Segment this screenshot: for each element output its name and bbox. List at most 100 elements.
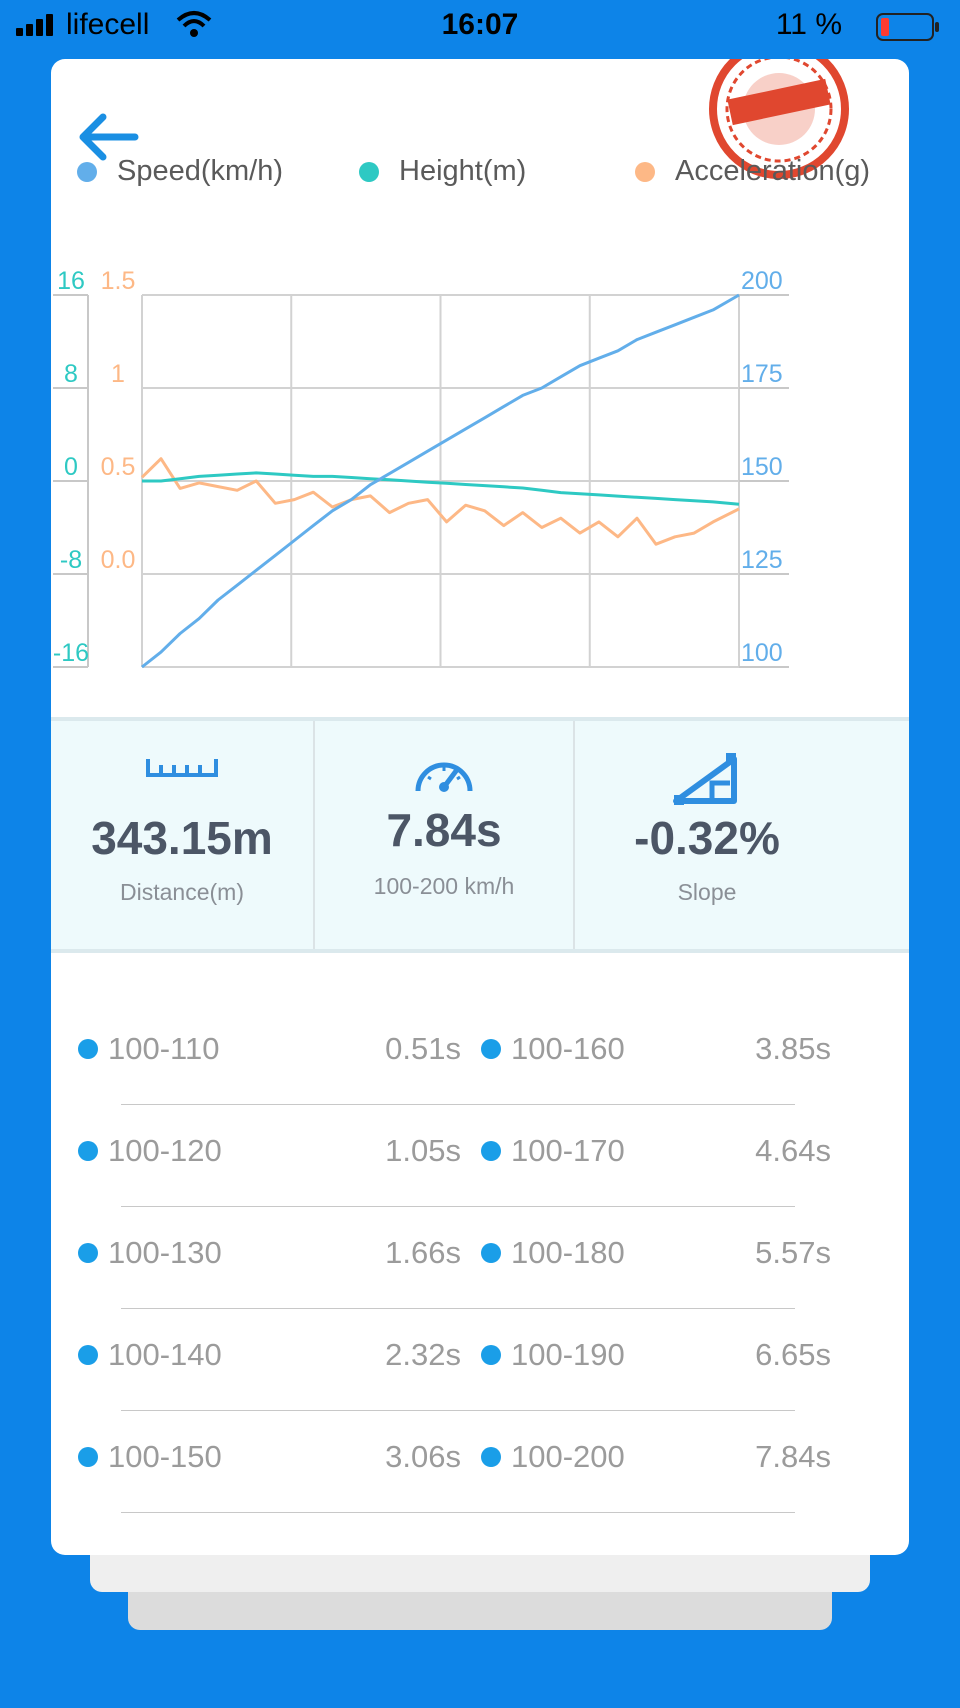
split-time: 5.57s [755,1235,831,1270]
time-value: 7.84s [386,804,502,856]
distance-value: 343.15m [91,812,273,864]
speedometer-icon [315,751,573,795]
legend-height[interactable]: Height(m) [359,155,526,188]
split-range-label: 100-140 [108,1337,222,1372]
split-range: 100-120 [78,1121,222,1181]
clock: 16:07 [441,8,519,41]
split-range-label: 100-160 [511,1031,625,1066]
split-range-label: 100-200 [511,1439,625,1474]
speed-tick-label: 200 [741,267,783,295]
slope-icon [575,751,839,807]
battery-icon [876,13,940,48]
split-range-label: 100-130 [108,1235,222,1270]
split-range-label: 100-120 [108,1133,222,1168]
split-time: 4.64s [755,1133,831,1168]
split-range: 100-170 [481,1121,625,1181]
speed-tick-label: 175 [741,360,783,388]
legend-acceleration[interactable]: Acceleration(g) [635,155,870,188]
distance-label: Distance(m) [120,879,244,905]
stat-time: 7.84s 100-200 km/h [315,721,573,949]
cellular-signal-icon [16,14,60,41]
row-divider [121,1206,795,1207]
row-divider [121,1308,795,1309]
divider [313,721,315,949]
speed-series-line [141,293,740,669]
slope-label: Slope [677,879,737,905]
slope-value: -0.32% [634,812,780,864]
bullet-icon [78,1039,98,1059]
divider [573,721,575,949]
legend-label: Height(m) [399,155,527,187]
acceleration-tick-label: 0.5 [101,453,136,481]
result-card: Speed(km/h) Height(m) Acceleration(g) 16… [51,59,909,1555]
stat-slope: -0.32% Slope [575,721,839,949]
split-range: 100-190 [481,1325,625,1385]
speed-height-acceleration-chart: 16 8 0 -8 -16 1.5 1 0.5 0.0 200 175 150 125 100 [53,267,789,669]
split-range: 100-160 [481,1019,625,1079]
split-time: 1.05s [385,1133,461,1168]
acceleration-series-line [140,457,740,546]
height-tick-label: 16 [57,267,85,295]
split-range: 100-140 [78,1325,222,1385]
split-range: 100-150 [78,1427,222,1487]
status-bar: lifecell 16:07 11 % [0,0,960,56]
split-range-label: 100-170 [511,1133,625,1168]
split-range: 100-130 [78,1223,222,1283]
split-time: 3.85s [755,1031,831,1066]
bullet-icon [78,1141,98,1161]
chart-legend: Speed(km/h) Height(m) Acceleration(g) [51,155,909,195]
height-tick-label: 0 [64,453,78,481]
list-item: 100-140 2.32s 100-190 6.65s [51,1325,909,1427]
split-range-label: 100-150 [108,1439,222,1474]
split-time: 6.65s [755,1337,831,1372]
split-range-label: 100-190 [511,1337,625,1372]
acceleration-tick-label: 1 [111,360,125,388]
bullet-icon [78,1345,98,1365]
list-item: 100-110 0.51s 100-160 3.85s [51,1019,909,1121]
split-time: 7.84s [755,1439,831,1474]
acceleration-tick-label: 1.5 [101,267,136,295]
list-item: 100-120 1.05s 100-170 4.64s [51,1121,909,1223]
legend-dot [359,161,379,182]
legend-dot [77,161,97,182]
speed-tick-label: 150 [741,453,783,481]
legend-label: Acceleration(g) [675,155,871,187]
row-divider [121,1512,795,1513]
split-range: 100-200 [481,1427,625,1487]
row-divider [121,1410,795,1411]
back-arrow-icon[interactable] [75,111,141,168]
split-range: 100-110 [78,1019,219,1079]
bullet-icon [481,1447,501,1467]
stat-distance: 343.15m Distance(m) [51,721,313,949]
height-series-line [142,471,740,506]
bullet-icon [481,1039,501,1059]
split-range-label: 100-110 [108,1031,220,1066]
height-tick-label: -8 [60,546,82,574]
legend-label: Speed(km/h) [117,155,284,187]
split-range: 100-180 [481,1223,625,1283]
legend-speed[interactable]: Speed(km/h) [77,155,283,188]
split-time: 2.32s [385,1337,461,1372]
time-label: 100-200 km/h [373,873,515,899]
wifi-icon [176,10,212,45]
split-time: 3.06s [385,1439,461,1474]
height-tick-label: -16 [53,639,89,667]
stats-panel: 343.15m Distance(m) 7.84s 100-200 km/h -… [51,717,909,953]
legend-dot [635,161,655,182]
acceleration-tick-label: 0.0 [101,546,136,574]
stamp-logo [699,59,859,194]
bullet-icon [481,1141,501,1161]
list-item: 100-130 1.66s 100-180 5.57s [51,1223,909,1325]
split-time: 0.51s [385,1031,461,1066]
height-tick-label: 8 [64,360,78,388]
row-divider [121,1104,795,1105]
battery-percentage: 11 % [775,8,842,41]
carrier-name: lifecell [66,8,150,41]
ruler-icon [51,751,313,781]
bullet-icon [78,1243,98,1263]
bullet-icon [481,1243,501,1263]
split-time: 1.66s [385,1235,461,1270]
list-item: 100-150 3.06s 100-200 7.84s [51,1427,909,1529]
speed-tick-label: 100 [741,639,783,667]
bullet-icon [481,1345,501,1365]
